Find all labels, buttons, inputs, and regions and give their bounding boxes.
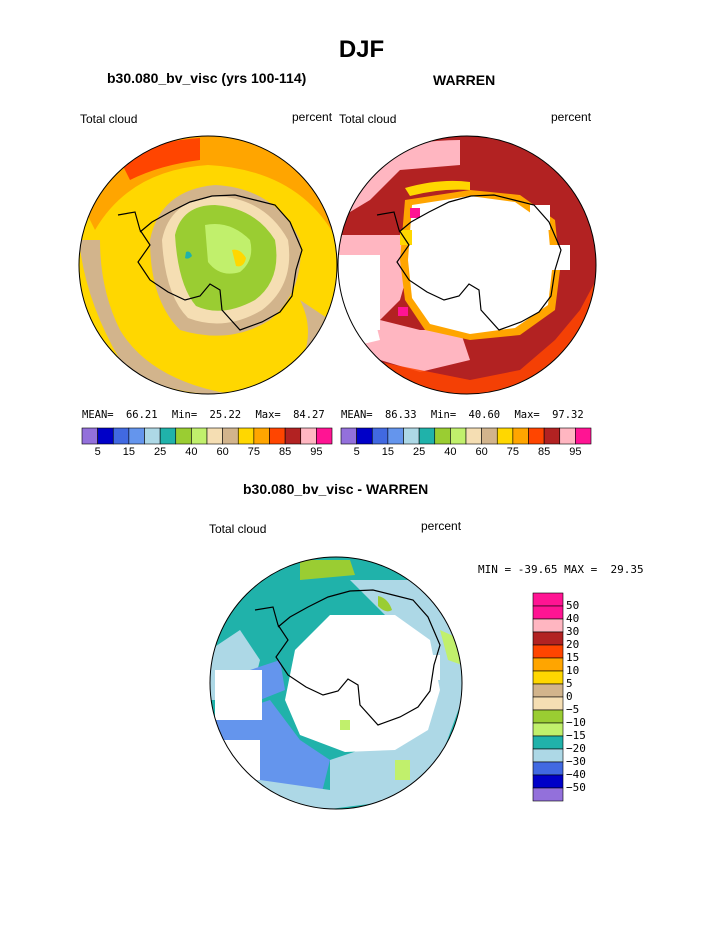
left-min-label: Min= (171, 409, 198, 421)
diff-colorbar-label: 40 (566, 612, 580, 625)
colorbar-tick-label: 60 (216, 446, 229, 458)
diff-colorbar-swatch (532, 605, 564, 620)
page-title: DJF (338, 36, 385, 63)
diff-colorbar (532, 592, 564, 802)
diff-colorbar-swatch (532, 722, 564, 737)
diff-colorbar-label: −10 (566, 716, 586, 729)
diff-colorbar-label: −5 (566, 703, 580, 716)
left-min-value: 25.22 (209, 409, 242, 421)
colorbar-tick-label: 85 (538, 446, 551, 458)
colorbar-tick-label: 40 (185, 446, 198, 458)
diff-colorbar-swatch (532, 696, 564, 711)
diff-colorbar-swatch (532, 709, 564, 724)
diff-colorbar-label: 5 (566, 677, 573, 690)
colorbar-tick-label: 40 (444, 446, 457, 458)
right-max-value: 97.32 (552, 409, 584, 421)
diff-colorbar-swatch (532, 774, 564, 789)
diff-colorbar-label: 20 (566, 638, 580, 651)
diff-colorbar-swatch (532, 748, 564, 763)
colorbar-tick-label: 95 (569, 446, 582, 458)
diff-colorbar-swatch (532, 657, 564, 672)
diff-colorbar-swatch (532, 670, 564, 685)
diff-variable-label: Total cloud (209, 522, 267, 536)
diff-colorbar-label: −15 (566, 729, 586, 742)
diff-colorbar-swatch (532, 735, 564, 750)
diff-colorbar-swatch (532, 644, 564, 659)
colorbar-swatch (575, 427, 592, 445)
right-max-label: Max= (514, 409, 540, 421)
diff-colorbar-label: −50 (566, 781, 586, 794)
diff-colorbar-swatch (532, 787, 564, 802)
left-colorbar (81, 427, 333, 445)
colorbar-tick-label: 60 (475, 446, 488, 458)
right-colorbar-ticks: 5 15 25 40 60 75 85 95 (341, 446, 591, 460)
colorbar-tick-label: 25 (154, 446, 167, 458)
colorbar-tick-label: 5 (94, 446, 101, 458)
colorbar-tick-label: 75 (247, 446, 260, 458)
left-max-value: 84.27 (293, 409, 325, 421)
right-min-value: 40.60 (468, 409, 501, 421)
diff-colorbar-label: 10 (566, 664, 580, 677)
colorbar-tick-label: 25 (413, 446, 426, 458)
diff-colorbar-swatch (532, 592, 564, 607)
diff-case-title: b30.080_bv_visc - WARREN (243, 481, 429, 497)
right-variable-label: Total cloud (339, 112, 397, 126)
diff-colorbar-swatch (532, 761, 564, 776)
left-max-label: Max= (255, 409, 281, 421)
diff-colorbar-label: 50 (566, 599, 580, 612)
colorbar-tick-label: 95 (310, 446, 323, 458)
colorbar-tick-label: 15 (381, 446, 394, 458)
left-mean-value: 66.21 (125, 409, 158, 421)
left-stats: MEAN= 66.21 Min= 25.22 Max= 84.27 (82, 409, 332, 421)
left-units-label: percent (292, 110, 333, 124)
diff-units-label: percent (421, 519, 462, 533)
right-mean-label: MEAN= (341, 409, 373, 421)
right-min-label: Min= (430, 409, 457, 421)
colorbar-tick-label: 85 (279, 446, 292, 458)
right-case-title: WARREN (433, 72, 496, 88)
colorbar-swatch (316, 427, 333, 445)
left-colorbar-ticks: 5 15 25 40 60 75 85 95 (82, 446, 332, 460)
diff-colorbar-label: 15 (566, 651, 580, 664)
diff-colorbar-label: 0 (566, 690, 573, 703)
diff-colorbar-label: −20 (566, 742, 586, 755)
diff-colorbar-label: −40 (566, 768, 586, 781)
diff-colorbar-label: 30 (566, 625, 580, 638)
colorbar-tick-label: 5 (353, 446, 360, 458)
diff-colorbar-swatch (532, 631, 564, 646)
diff-colorbar-swatch (532, 683, 564, 698)
left-variable-label: Total cloud (80, 112, 138, 126)
diff-colorbar-swatch (532, 618, 564, 633)
right-colorbar (340, 427, 592, 445)
diff-stats: MIN = -39.65 MAX = 29.35 (478, 563, 644, 576)
right-stats: MEAN= 86.33 Min= 40.60 Max= 97.32 (341, 409, 591, 421)
right-units-label: percent (551, 110, 592, 124)
diff-colorbar-labels: 50 40 30 20 15 10 5 0 −5 −10 −15 −20 −30 −40 −50 (566, 593, 626, 801)
right-mean-value: 86.33 (384, 409, 417, 421)
left-case-title: b30.080_bv_visc (yrs 100-114) (107, 70, 307, 86)
colorbar-tick-label: 15 (122, 446, 135, 458)
diff-colorbar-label: −30 (566, 755, 586, 768)
colorbar-tick-label: 75 (506, 446, 519, 458)
left-mean-label: MEAN= (82, 409, 114, 421)
